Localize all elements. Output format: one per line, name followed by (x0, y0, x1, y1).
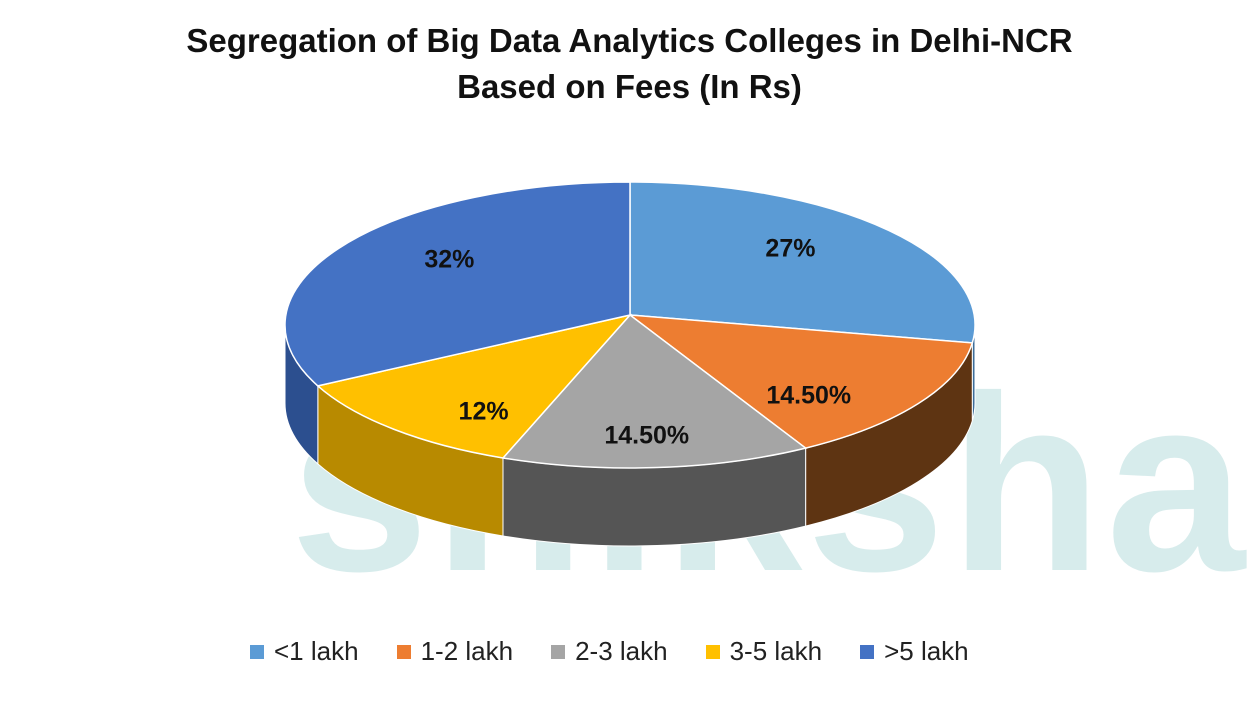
legend-item-0: <1 lakh (250, 636, 359, 667)
legend-label: >5 lakh (884, 636, 969, 666)
legend-item-4: >5 lakh (860, 636, 969, 667)
legend-swatch (551, 644, 566, 659)
data-label-1: 14.50% (766, 382, 851, 410)
title-line-2: Based on Fees (In Rs) (457, 68, 802, 105)
data-label-4: 32% (424, 245, 474, 273)
pie-slice-0[interactable] (629, 181, 976, 344)
pie-slice-1[interactable] (627, 314, 974, 449)
pie-slice-2[interactable] (501, 313, 808, 469)
legend-label: 1-2 lakh (420, 636, 514, 666)
chart-title: Segregation of Big Data Analytics Colleg… (0, 18, 1259, 110)
pie-slice-4[interactable] (284, 181, 631, 387)
legend-swatch (396, 644, 411, 659)
legend-item-3: 3-5 lakh (705, 636, 823, 667)
legend-swatch (860, 644, 875, 659)
title-line-1: Segregation of Big Data Analytics Colleg… (186, 22, 1073, 59)
legend-swatch (250, 644, 264, 659)
data-label-2: 14.50% (604, 421, 689, 449)
data-label-3: 12% (459, 398, 509, 426)
legend-item-1: 1-2 lakh (396, 636, 514, 667)
data-label-0: 27% (765, 234, 815, 262)
legend: <1 lakh 1-2 lakh 2-3 lakh 3-5 lakh >5 lakh (250, 636, 969, 667)
legend-item-2: 2-3 lakh (551, 636, 668, 667)
pie-slice-3[interactable] (316, 313, 633, 459)
legend-label: <1 lakh (274, 636, 359, 666)
legend-label: 3-5 lakh (729, 636, 823, 666)
legend-label: 2-3 lakh (575, 636, 668, 666)
legend-swatch (705, 644, 720, 659)
